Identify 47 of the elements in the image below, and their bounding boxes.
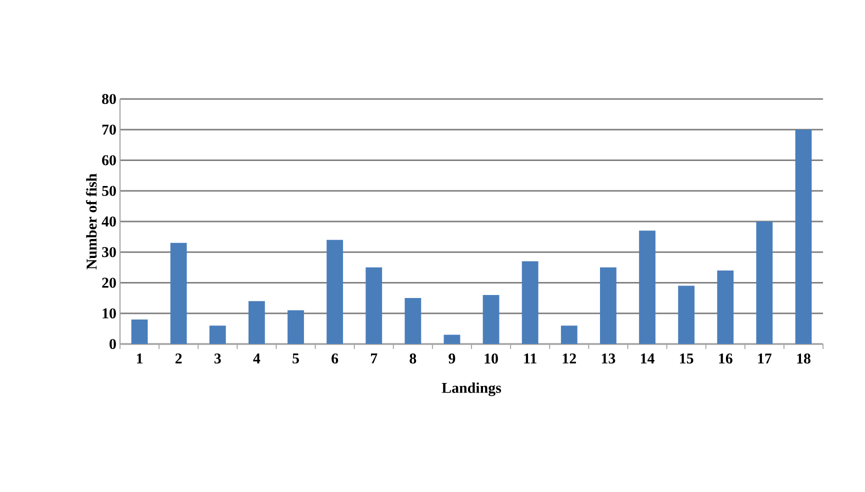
x-tick-label: 5: [292, 354, 299, 364]
bar: [131, 319, 148, 344]
y-tick-label: 50: [102, 186, 116, 196]
y-tick-label: 70: [102, 124, 116, 135]
x-tick-label: 12: [562, 354, 576, 364]
x-axis-title: Landings: [442, 382, 502, 396]
x-tick-label: 1: [137, 354, 143, 364]
bar: [170, 242, 187, 344]
bar: [639, 230, 656, 344]
x-tick-label: 14: [640, 354, 654, 364]
bar: [482, 294, 500, 344]
bar: [288, 310, 304, 344]
bar: [600, 267, 616, 344]
x-tick-label: 17: [758, 354, 772, 364]
bar: [560, 326, 578, 344]
x-tick-label: 2: [175, 354, 182, 364]
bar: [717, 270, 734, 344]
x-tick-label: 16: [719, 354, 732, 364]
x-tick-label: 6: [332, 354, 338, 364]
y-tick-label: 10: [102, 308, 116, 318]
y-tick-label: 80: [102, 94, 116, 104]
bar: [678, 286, 695, 344]
bar: [756, 221, 773, 344]
bar: [444, 334, 460, 344]
x-tick-label: 13: [602, 354, 616, 364]
x-tick-label: 3: [214, 354, 221, 364]
y-axis-title: Number of fish: [86, 174, 97, 270]
y-tick-label: 20: [102, 278, 116, 288]
x-tick-label: 11: [524, 354, 536, 364]
x-tick-label: 7: [370, 354, 378, 364]
x-tick-label: 15: [680, 354, 694, 364]
x-tick-label: 4: [253, 354, 260, 364]
bar: [522, 261, 538, 344]
y-tick-label: 40: [102, 216, 116, 227]
bar: [209, 326, 226, 344]
x-tick-label: 10: [484, 354, 498, 364]
y-tick-label: 0: [110, 338, 116, 350]
bar: [795, 130, 812, 344]
bar: [326, 240, 344, 344]
bar: [366, 267, 382, 344]
y-tick-label: 60: [102, 155, 116, 166]
y-tick-label: 30: [102, 247, 116, 258]
x-tick-label: 8: [410, 354, 416, 364]
x-tick-label: 18: [797, 354, 810, 364]
x-tick-label: 9: [448, 354, 456, 364]
bar: [248, 301, 265, 344]
bar: [404, 298, 422, 344]
